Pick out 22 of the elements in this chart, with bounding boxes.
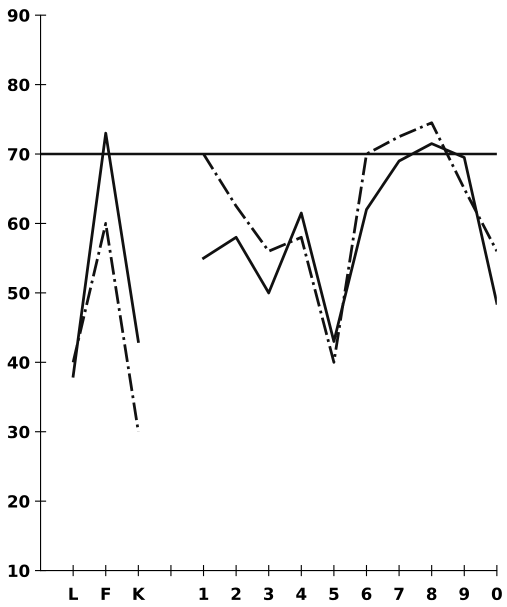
y-tick-label: 20 xyxy=(8,495,30,508)
x-tick-label: 3 xyxy=(264,588,274,600)
y-tick-label: 40 xyxy=(8,356,30,369)
y-tick-label: 60 xyxy=(8,217,30,230)
y-tick-label: 50 xyxy=(8,286,30,300)
y-tick-label: 80 xyxy=(8,78,30,92)
y-tick-label: 90 xyxy=(8,9,30,22)
x-tick-label: F xyxy=(102,588,110,600)
x-tick-label: K xyxy=(133,588,146,600)
x-tick-label: 5 xyxy=(329,588,339,600)
y-tick-label: 10 xyxy=(8,564,30,578)
y-tick-label: 70 xyxy=(8,148,30,161)
x-tick-label: 0 xyxy=(492,588,502,600)
x-tick-label: L xyxy=(69,588,78,600)
x-tick-label: 1 xyxy=(200,588,208,600)
x-tick-label: 6 xyxy=(362,588,372,600)
x-tick-label: 2 xyxy=(232,588,240,600)
x-tick-label: 7 xyxy=(394,588,404,600)
y-tick-label: 30 xyxy=(8,426,30,438)
x-tick-label: 8 xyxy=(426,588,436,600)
x-tick-label: 4 xyxy=(296,588,306,600)
x-tick-label: 9 xyxy=(459,588,469,600)
